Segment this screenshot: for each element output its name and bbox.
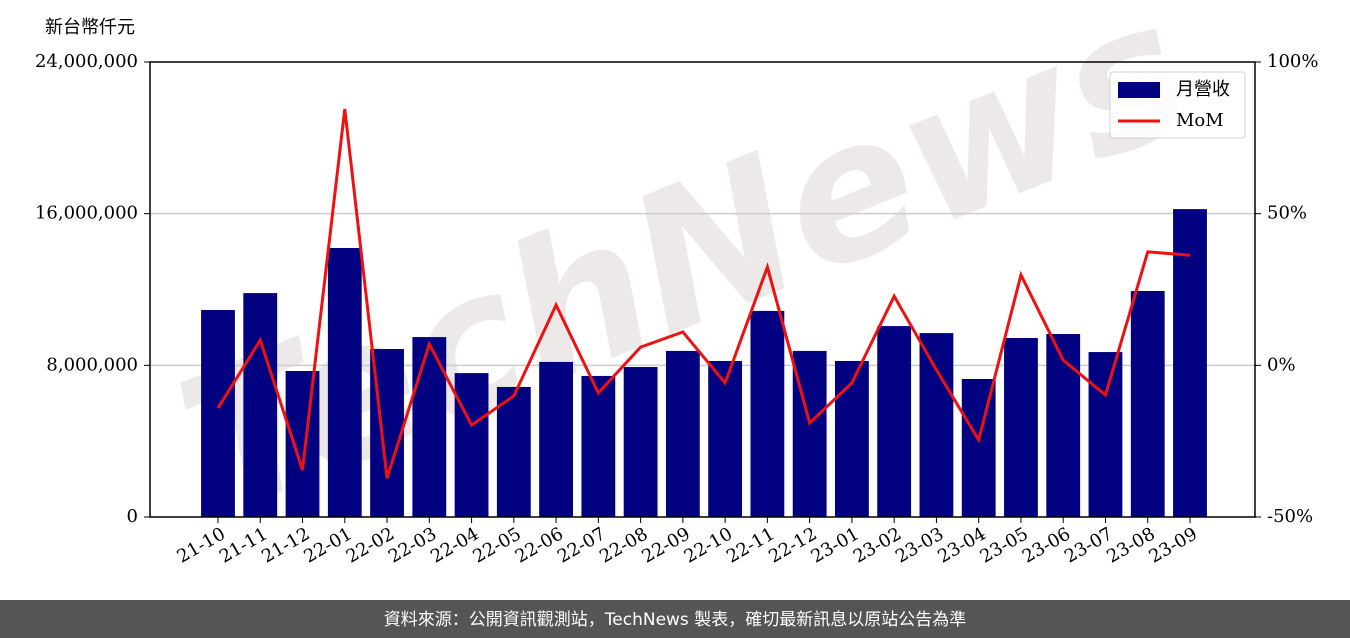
footer: 資料來源：公開資訊觀測站，TechNews 製表，確切最新訊息以原站公告為準 (384, 610, 966, 630)
y-tick-label: 16,000,000 (35, 203, 138, 224)
y-tick-label: 8,000,000 (46, 354, 138, 375)
bar (835, 360, 869, 517)
bar (201, 309, 235, 517)
y2-tick-label: -50% (1267, 506, 1313, 527)
y2-tick-label: 50% (1267, 203, 1307, 224)
bar (1130, 291, 1165, 517)
y-tick-label: 0 (127, 506, 138, 527)
plot-frame (149, 61, 1256, 518)
bar (877, 326, 912, 517)
bar (1004, 338, 1038, 517)
bar (496, 386, 531, 517)
bar (623, 367, 658, 517)
bar (285, 371, 320, 517)
y2-tick-label: 0% (1267, 354, 1296, 375)
bar (665, 350, 700, 517)
bar (581, 375, 616, 517)
bar (919, 333, 954, 517)
legend-label: MoM (1176, 110, 1224, 131)
y-axis-label: 新台幣仟元 (45, 17, 135, 38)
bar (1088, 352, 1123, 517)
legend-swatch (1118, 82, 1160, 98)
bar (243, 293, 278, 517)
bar (539, 361, 573, 517)
y2-tick-label: 100% (1267, 51, 1318, 72)
bar (708, 360, 743, 517)
bar (327, 247, 362, 517)
bar (454, 373, 489, 517)
bar (1173, 209, 1207, 517)
legend-label: 月營收 (1176, 79, 1230, 100)
bar (1046, 334, 1081, 517)
y-tick-label: 24,000,000 (35, 51, 138, 72)
line (216, 108, 1191, 479)
x-tick-label: 23-09 (1146, 523, 1201, 567)
footer-bar (0, 600, 1350, 638)
bar (750, 310, 785, 517)
